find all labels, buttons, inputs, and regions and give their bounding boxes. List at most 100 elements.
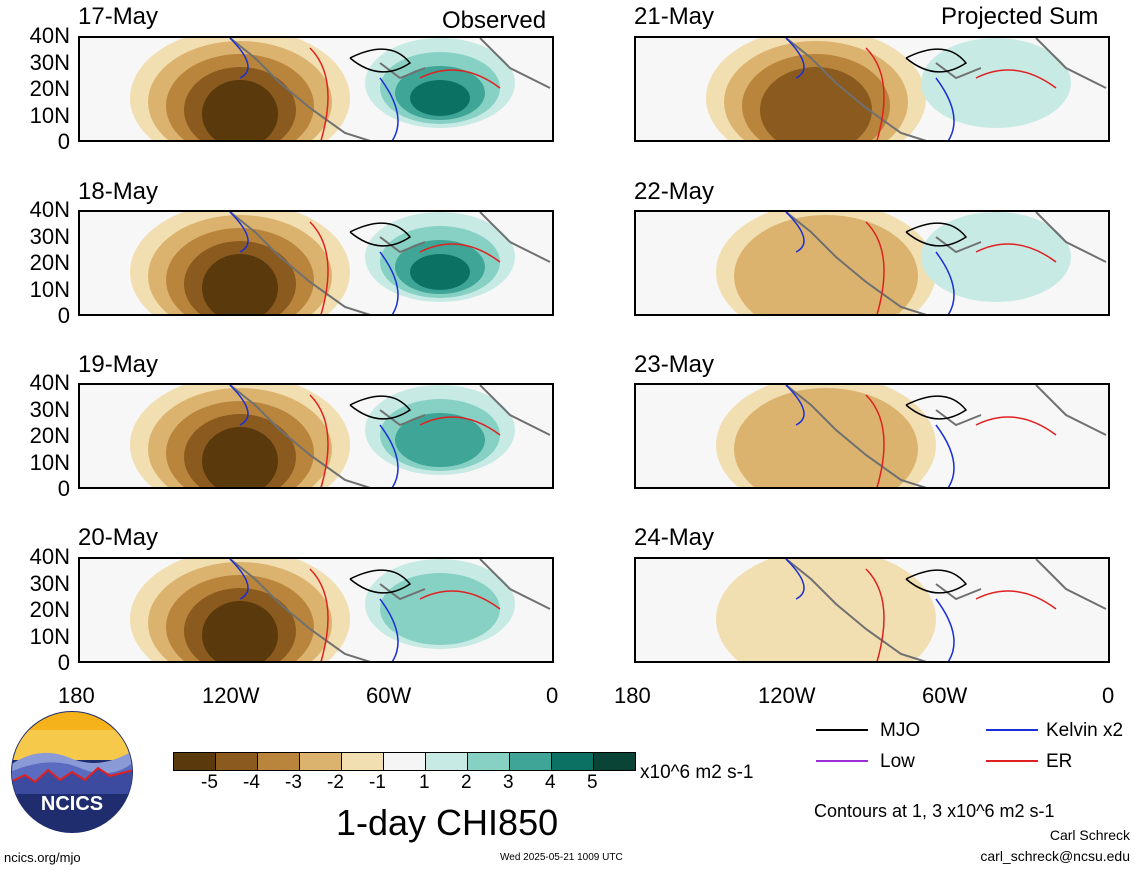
- legend-er-line: [986, 760, 1038, 762]
- lat-label: 30N: [29, 223, 70, 249]
- negative-anomaly-area: [760, 67, 872, 140]
- map-panel-projected: [634, 210, 1110, 316]
- ncics-logo: NCICS: [10, 710, 134, 834]
- lat-label: 10N: [29, 449, 70, 475]
- map-panel-projected: [634, 557, 1110, 663]
- colorbar-tick-label: -1: [369, 772, 386, 793]
- map-panel-projected: [634, 36, 1110, 142]
- colorbar-tick-label: -2: [327, 772, 344, 793]
- lat-label: 20N: [29, 250, 70, 275]
- map-field: [130, 38, 551, 140]
- lat-label: 0: [57, 650, 70, 675]
- contour-line: [349, 569, 412, 594]
- contour-line: [785, 212, 955, 314]
- lon-label: 120W: [758, 683, 816, 708]
- coastline: [785, 212, 1107, 314]
- negative-anomaly-area: [734, 388, 918, 487]
- map-field: [706, 38, 1107, 140]
- lat-label: 0: [57, 129, 70, 154]
- lat-label: 40N: [29, 197, 70, 222]
- colorbar-swatch: [258, 753, 300, 770]
- contour-line: [229, 38, 399, 140]
- lat-label: 10N: [29, 102, 70, 128]
- colorbar-title: 1-day CHI850: [336, 802, 559, 843]
- contour-line: [349, 395, 412, 420]
- timestamp: Wed 2025-05-21 1009 UTC: [500, 852, 623, 863]
- coastline: [229, 559, 551, 661]
- negative-anomaly-area: [202, 80, 278, 140]
- coastline: [785, 38, 1107, 140]
- legend-er-label: ER: [1046, 751, 1073, 772]
- website-link[interactable]: ncics.org/mjo: [4, 850, 81, 865]
- colorbar-swatch: [510, 753, 552, 770]
- map-field: [716, 385, 1107, 487]
- contour-line: [905, 48, 968, 73]
- colorbar-swatch: [552, 753, 594, 770]
- observed-header: Observed: [442, 7, 547, 34]
- coastline: [229, 212, 551, 314]
- contour-line: [785, 38, 955, 140]
- lon-label: 120W: [202, 683, 260, 708]
- positive-anomaly-area: [921, 38, 1071, 128]
- colorbar-tick-label: -4: [243, 772, 260, 793]
- lat-label: 0: [57, 303, 70, 328]
- colorbar-swatch: [216, 753, 258, 770]
- colorbar-swatch: [342, 753, 384, 770]
- legend-low-line: [816, 760, 868, 762]
- panel-date-label: 19-May: [78, 351, 159, 378]
- panel-date-label: 17-May: [78, 3, 159, 30]
- colorbar-swatch: [384, 753, 426, 770]
- lon-label: 180: [614, 683, 651, 708]
- contour-line: [349, 48, 412, 73]
- negative-anomaly-area: [716, 559, 936, 661]
- lat-label: 40N: [29, 23, 70, 48]
- lat-label: 30N: [29, 49, 70, 75]
- lon-label: 0: [546, 683, 559, 708]
- colorbar: [173, 752, 636, 771]
- colorbar-tick-label: -3: [285, 772, 302, 793]
- positive-anomaly-area: [410, 254, 470, 290]
- lat-label: 30N: [29, 396, 70, 422]
- panel-date-label: 20-May: [78, 524, 159, 551]
- coastline: [785, 385, 1107, 487]
- colorbar-tick-label: 1: [419, 772, 430, 793]
- contour-line: [865, 394, 1057, 487]
- negative-anomaly-area: [202, 601, 278, 661]
- colorbar-tick-label: 2: [461, 772, 472, 793]
- lon-label: 60W: [922, 683, 968, 708]
- contour-line: [865, 221, 1057, 314]
- lat-label: 10N: [29, 623, 70, 649]
- lat-label: 0: [57, 476, 70, 501]
- coastline: [785, 559, 1107, 661]
- map-field: [130, 559, 551, 661]
- colorbar-tick-label: 5: [587, 772, 598, 793]
- contour-line: [349, 222, 412, 247]
- contour-line: [229, 385, 399, 487]
- map-panel-observed: [78, 557, 554, 663]
- projected-header: Projected Sum: [941, 3, 1099, 30]
- contour-line: [905, 222, 968, 247]
- contour-line: [865, 568, 1057, 661]
- colorbar-tick-label: 4: [545, 772, 556, 793]
- panel-date-label: 21-May: [634, 3, 715, 30]
- lon-label: 60W: [366, 683, 412, 708]
- colorbar-tick-label: -5: [201, 772, 218, 793]
- contour-line: [229, 559, 399, 661]
- svg-text:NCICS: NCICS: [41, 793, 103, 815]
- positive-anomaly-area: [380, 573, 500, 645]
- contour-line: [309, 221, 501, 314]
- coastline: [229, 38, 551, 140]
- panel-date-label: 22-May: [634, 178, 715, 205]
- positive-anomaly-area: [921, 212, 1071, 302]
- lat-label: 30N: [29, 570, 70, 596]
- colorbar-tick-label: 3: [503, 772, 514, 793]
- contour-line: [865, 47, 1057, 140]
- lat-label: 40N: [29, 370, 70, 395]
- negative-anomaly-area: [202, 427, 278, 487]
- coastline: [229, 385, 551, 487]
- map-field: [716, 212, 1107, 314]
- legend-mjo-label: MJO: [880, 720, 921, 741]
- legend-low-label: Low: [880, 751, 915, 772]
- lat-label: 40N: [29, 544, 70, 569]
- contour-line: [309, 568, 501, 661]
